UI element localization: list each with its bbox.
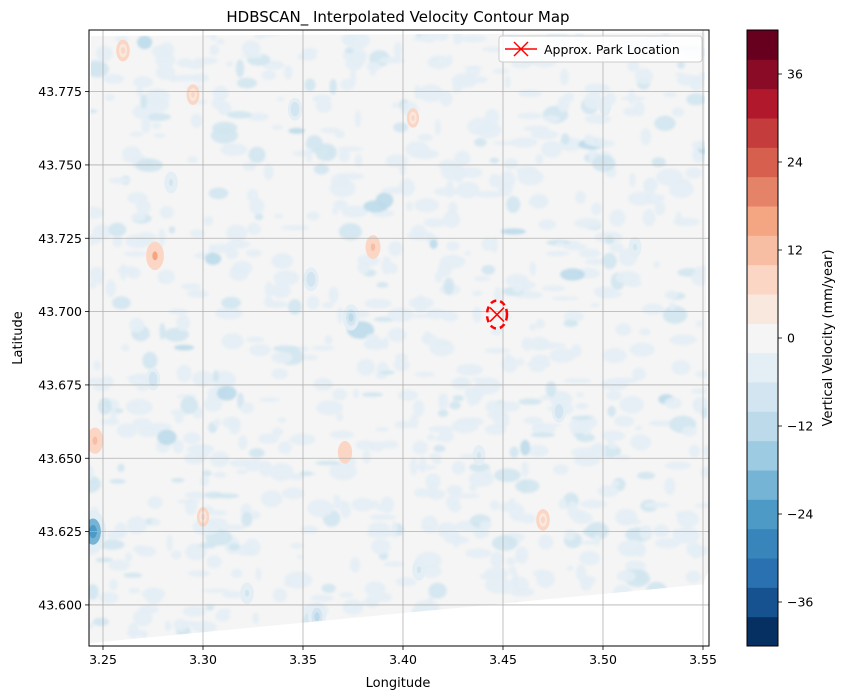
- colorbar-label: Vertical Velocity (mm/year): [821, 250, 836, 427]
- park-marker-group: [485, 299, 509, 330]
- colorbar-band: [747, 147, 778, 178]
- colorbar-ticks: −36 −24 −12 0 12 24 36: [778, 67, 813, 610]
- x-tick-label: 3.25: [89, 652, 117, 667]
- colorbar-band: [747, 587, 778, 618]
- colorbar-tick-label: −36: [787, 595, 813, 610]
- velocity-anomaly: [337, 440, 353, 464]
- velocity-anomaly: [342, 304, 360, 331]
- velocity-anomaly: [303, 267, 319, 292]
- colorbar-band: [747, 382, 778, 412]
- velocity-anomaly: [412, 558, 426, 581]
- colorbar-tick-label: 24: [787, 155, 803, 170]
- velocity-anomaly: [536, 508, 550, 531]
- x-tick-label: 3.45: [489, 652, 517, 667]
- legend-box: [498, 35, 703, 63]
- velocity-anomaly: [287, 97, 303, 121]
- colorbar-band: [747, 411, 778, 442]
- velocity-anomaly: [406, 108, 420, 128]
- y-tick-label: 43.700: [38, 304, 82, 319]
- velocity-anomaly: [628, 236, 642, 258]
- velocity-anomaly: [145, 367, 161, 391]
- colorbar-band: [747, 616, 778, 647]
- colorbar-band: [747, 470, 778, 500]
- park-circle: [485, 299, 509, 330]
- legend-label: Approx. Park Location: [544, 42, 680, 57]
- colorbar-band: [747, 206, 778, 236]
- legend: Approx. Park Location: [498, 35, 703, 63]
- colorbar-band: [747, 323, 778, 354]
- velocity-anomaly: [240, 582, 254, 605]
- colorbar-band: [747, 352, 778, 383]
- x-tick-label: 3.55: [689, 652, 717, 667]
- velocity-anomaly: [598, 96, 612, 117]
- y-tick-label: 43.675: [38, 377, 82, 392]
- colorbar-tick-label: 0: [787, 331, 795, 346]
- velocity-anomaly: [186, 84, 200, 105]
- chart-title: HDBSCAN_ Interpolated Velocity Contour M…: [226, 8, 569, 27]
- contour-fill: [89, 32, 709, 644]
- colorbar-band: [747, 499, 778, 530]
- velocity-anomaly: [365, 235, 381, 260]
- x-tick-label: 3.30: [189, 652, 217, 667]
- y-axis-label: Latitude: [11, 311, 26, 365]
- velocity-anomaly: [116, 39, 130, 62]
- y-tick-label: 43.650: [38, 451, 82, 466]
- velocity-anomaly: [146, 241, 164, 271]
- legend-x-marker-icon: [513, 41, 529, 57]
- y-tick-label: 43.775: [38, 84, 82, 99]
- y-tick-label: 43.725: [38, 231, 82, 246]
- colorbar-tick-label: 36: [787, 67, 803, 82]
- colorbar-band: [747, 528, 778, 559]
- velocity-anomaly: [89, 427, 104, 454]
- contour-texture: [89, 32, 709, 644]
- grid-lines: [89, 30, 709, 646]
- colorbar-band: [747, 440, 778, 471]
- y-tick-label: 43.600: [38, 597, 82, 612]
- axes-frame: [88, 29, 710, 647]
- colorbar-tick-label: −12: [787, 419, 813, 434]
- y-tick-label: 43.625: [38, 524, 82, 539]
- x-tick-label: 3.35: [289, 652, 317, 667]
- colorbar-tick-label: 12: [787, 243, 803, 258]
- y-tick-label: 43.750: [38, 157, 82, 172]
- velocity-anomaly: [472, 445, 486, 466]
- colorbar-band: [747, 30, 778, 60]
- x-axis-label: Longitude: [366, 676, 431, 691]
- colorbar-band: [747, 235, 778, 266]
- colorbar-tick-label: −24: [787, 507, 813, 522]
- colorbar-band: [747, 264, 778, 295]
- x-tick-label: 3.50: [589, 652, 617, 667]
- colorbar: [747, 30, 778, 647]
- colorbar-band: [747, 118, 778, 148]
- velocity-anomaly: [164, 171, 178, 194]
- colorbar-band: [747, 88, 778, 119]
- colorbar-band: [747, 294, 778, 324]
- colorbar-band: [747, 558, 778, 588]
- y-axis-ticks: 43.600 43.625 43.650 43.675 43.700 43.725 43.7…: [38, 84, 89, 612]
- colorbar-band: [747, 176, 778, 207]
- colorbar-band: [747, 59, 778, 90]
- x-axis-ticks: 3.25 3.30 3.35 3.40 3.45 3.50 3.55: [89, 646, 717, 667]
- x-tick-label: 3.40: [389, 652, 417, 667]
- plot-area: [89, 30, 709, 646]
- park-x-marker-icon: [489, 307, 505, 323]
- velocity-anomaly: [551, 399, 567, 423]
